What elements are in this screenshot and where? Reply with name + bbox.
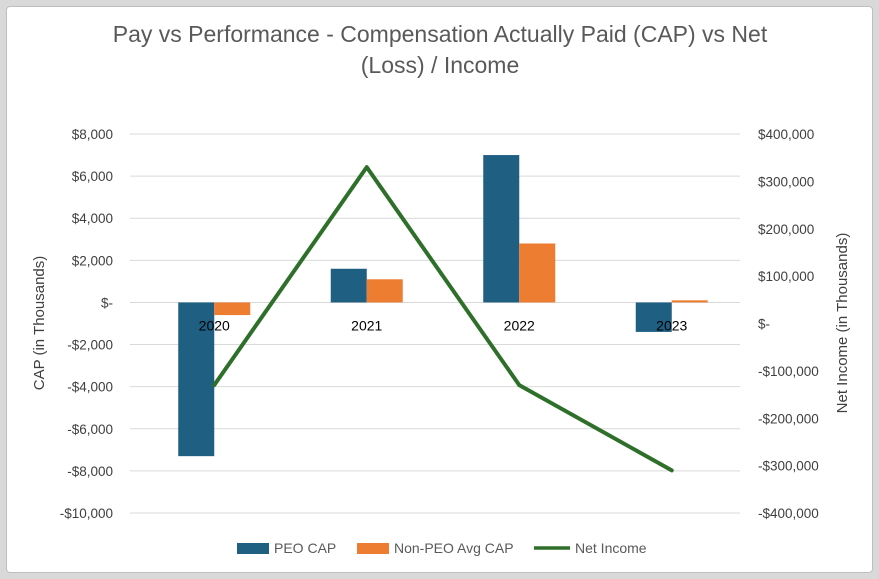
right-axis-ticks: $400,000 $300,000 $200,000 $100,000 $- -$100,… <box>758 127 819 521</box>
gridlines <box>130 133 740 514</box>
net-income-line-group <box>212 165 674 473</box>
category-labels: 2020 2021 2022 2023 <box>199 317 688 333</box>
y2-tick-label: $400,000 <box>758 127 814 142</box>
chart-title-line-2: (Loss) / Income <box>361 52 520 78</box>
y-tick-label: $2,000 <box>72 253 113 268</box>
bar-non-peo-avg-cap-2020 <box>214 302 251 316</box>
y2-tick-label: $100,000 <box>758 269 814 284</box>
bar-non-peo-avg-cap-2021 <box>366 279 403 303</box>
legend-swatch-peo-cap <box>237 543 269 554</box>
bar-non-peo-avg-cap-2023 <box>671 300 708 303</box>
legend: PEO CAP Non-PEO Avg CAP Net Income <box>237 540 647 556</box>
category-label: 2020 <box>199 317 230 333</box>
y2-tick-label: $- <box>758 317 770 332</box>
net-income-line <box>212 165 674 473</box>
y-tick-label: -$4,000 <box>67 380 113 395</box>
y2-tick-label: -$100,000 <box>758 364 819 379</box>
y-tick-label: -$6,000 <box>67 422 113 437</box>
y-tick-label: -$8,000 <box>67 464 113 479</box>
bar-peo-cap-2023 <box>635 302 672 332</box>
chart-frame <box>6 6 873 573</box>
left-axis-ticks: $8,000 $6,000 $4,000 $2,000 $- -$2,000 -$4,000… <box>60 127 113 521</box>
y-tick-label: $6,000 <box>72 169 113 184</box>
y-axis-label: CAP (in Thousands) <box>31 256 48 391</box>
legend-label-non-peo-avg-cap: Non-PEO Avg CAP <box>394 540 514 556</box>
bars <box>178 155 708 457</box>
y2-tick-label: $300,000 <box>758 174 814 189</box>
bar-non-peo-avg-cap-2022 <box>519 243 556 303</box>
y2-tick-label: -$400,000 <box>758 506 819 521</box>
legend-label-peo-cap: PEO CAP <box>274 540 336 556</box>
bar-peo-cap-2020 <box>178 302 215 457</box>
y-tick-label: $- <box>101 295 113 310</box>
y-tick-label: -$2,000 <box>67 338 113 353</box>
y2-axis-label: Net Income (in Thousands) <box>834 233 851 414</box>
y-tick-label: $8,000 <box>72 127 113 142</box>
y2-tick-label: -$200,000 <box>758 411 819 426</box>
bar-peo-cap-2022 <box>483 155 520 303</box>
y2-tick-label: -$300,000 <box>758 459 819 474</box>
category-label: 2023 <box>656 317 687 333</box>
legend-swatch-non-peo-avg-cap <box>357 543 389 554</box>
bar-peo-cap-2021 <box>330 268 367 303</box>
y2-tick-label: $200,000 <box>758 222 814 237</box>
category-label: 2021 <box>351 317 382 333</box>
category-label: 2022 <box>504 317 535 333</box>
y-tick-label: -$10,000 <box>60 506 113 521</box>
legend-label-net-income: Net Income <box>575 540 647 556</box>
y-tick-label: $4,000 <box>72 211 113 226</box>
chart-title-line-1: Pay vs Performance - Compensation Actual… <box>113 21 768 47</box>
